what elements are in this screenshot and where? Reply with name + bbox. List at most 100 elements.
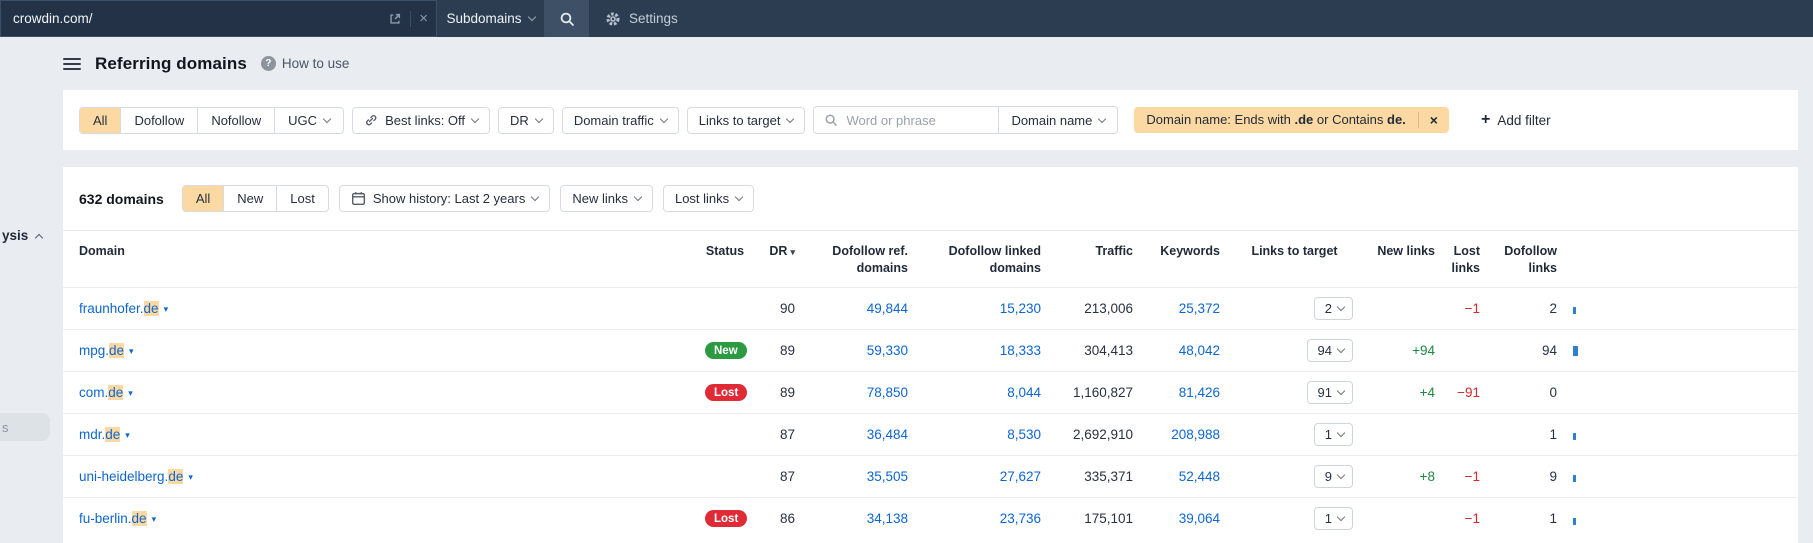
domain-link[interactable]: com.de ▾ <box>79 384 133 400</box>
dofollow-ref-cell[interactable]: 34,138 <box>803 496 916 540</box>
status-tab-lost[interactable]: Lost <box>276 186 328 211</box>
external-link-icon[interactable] <box>380 12 410 26</box>
keywords-cell[interactable]: 25,372 <box>1141 286 1228 330</box>
dofollow-linked-cell[interactable]: 15,230 <box>916 286 1049 330</box>
domain-link[interactable]: mdr.de ▾ <box>79 426 130 442</box>
link-type-segmented-control: All Dofollow Nofollow UGC <box>79 106 345 134</box>
filter-tab-all[interactable]: All <box>80 107 121 133</box>
links-to-target-select[interactable]: 9 <box>1313 464 1353 488</box>
col-header-keywords[interactable]: Keywords <box>1160 244 1220 258</box>
col-header-links-to-target[interactable]: Links to target <box>1251 244 1338 258</box>
domain-caret-icon[interactable]: ▾ <box>163 303 169 314</box>
domain-link[interactable]: uni-heidelberg.de ▾ <box>79 468 193 484</box>
filter-tab-nofollow[interactable]: Nofollow <box>197 107 274 133</box>
new-links-cell: +94 <box>1361 328 1443 372</box>
domain-caret-icon[interactable]: ▾ <box>129 345 134 356</box>
filter-tab-dofollow[interactable]: Dofollow <box>120 107 197 133</box>
add-filter-button[interactable]: + Add filter <box>1481 112 1551 128</box>
dofollow-ref-cell[interactable]: 78,850 <box>803 370 916 414</box>
new-links-dropdown[interactable]: New links <box>560 185 653 212</box>
chevron-down-icon <box>1336 428 1346 437</box>
keywords-cell[interactable]: 208,988 <box>1141 412 1228 456</box>
search-icon <box>814 113 838 127</box>
dofollow-linked-cell[interactable]: 18,333 <box>916 328 1049 372</box>
word-or-phrase-input[interactable] <box>838 112 999 128</box>
filter-tab-ugc[interactable]: UGC <box>274 107 343 133</box>
domain-link[interactable]: fraunhofer.de ▾ <box>79 300 169 316</box>
search-field-selector[interactable]: Domain name <box>999 113 1117 128</box>
settings-button[interactable]: Settings <box>605 0 678 37</box>
active-filter-chip: Domain name: Ends with .de or Contains d… <box>1134 107 1449 133</box>
sort-caret-icon: ▾ <box>790 247 795 257</box>
clear-url-icon[interactable]: × <box>419 10 428 27</box>
dofollow-linked-cell[interactable]: 8,530 <box>916 412 1049 456</box>
links-to-target-filter-button[interactable]: Links to target <box>686 106 806 134</box>
status-cell <box>697 412 753 456</box>
col-header-domain[interactable]: Domain <box>79 244 125 258</box>
keywords-cell[interactable]: 81,426 <box>1141 370 1228 414</box>
remove-filter-icon[interactable]: × <box>1429 112 1438 128</box>
status-cell: New <box>697 328 753 372</box>
dr-filter-button[interactable]: DR <box>498 106 554 134</box>
referring-domains-table-card: 632 domains All New Lost Show history: L… <box>63 167 1798 543</box>
divider <box>410 10 412 27</box>
col-header-status[interactable]: Status <box>705 244 745 258</box>
new-links-cell <box>1361 412 1443 456</box>
chevron-down-icon <box>531 192 540 202</box>
sidebar-item-analysis-partial[interactable]: ysis <box>2 228 44 243</box>
dofollow-links-cell: 94 <box>1488 328 1565 372</box>
links-to-target-select[interactable]: 2 <box>1313 296 1353 320</box>
col-header-dofollow-linked[interactable]: Dofollow linked domains <box>948 244 1041 275</box>
dofollow-linked-cell[interactable]: 23,736 <box>916 496 1049 540</box>
dofollow-ref-cell[interactable]: 35,505 <box>803 454 916 498</box>
status-tab-all[interactable]: All <box>182 186 224 211</box>
col-header-new-links[interactable]: New links <box>1377 244 1435 258</box>
col-header-lost-links[interactable]: Lost links <box>1451 244 1481 275</box>
col-header-dr[interactable]: DR ▾ <box>769 244 795 258</box>
dofollow-spark-cell <box>1565 412 1595 456</box>
chevron-down-icon <box>1098 114 1107 123</box>
table-toolbar: 632 domains All New Lost Show history: L… <box>63 167 1798 231</box>
dofollow-linked-cell[interactable]: 27,627 <box>916 454 1049 498</box>
traffic-cell: 335,371 <box>1049 454 1141 498</box>
keywords-cell[interactable]: 52,448 <box>1141 454 1228 498</box>
domain-traffic-label: Domain traffic <box>573 112 654 128</box>
lost-links-dropdown[interactable]: Lost links <box>662 185 755 212</box>
how-to-use-link[interactable]: ? How to use <box>260 56 349 71</box>
scope-dropdown[interactable]: Subdomains <box>437 0 545 37</box>
search-submit-button[interactable] <box>545 0 589 37</box>
links-to-target-select[interactable]: 1 <box>1313 422 1353 446</box>
dofollow-linked-cell[interactable]: 8,044 <box>916 370 1049 414</box>
status-tab-new[interactable]: New <box>223 186 276 211</box>
dofollow-links-cell: 2 <box>1488 286 1565 330</box>
dofollow-ref-cell[interactable]: 49,844 <box>803 286 916 330</box>
domain-link[interactable]: mpg.de ▾ <box>79 342 134 358</box>
hamburger-icon[interactable] <box>63 57 81 70</box>
links-to-target-select[interactable]: 94 <box>1306 338 1353 362</box>
col-header-traffic[interactable]: Traffic <box>1095 244 1133 258</box>
links-to-target-select[interactable]: 1 <box>1313 507 1353 530</box>
col-header-dofollow-ref[interactable]: Dofollow ref. domains <box>832 244 908 275</box>
gear-icon <box>606 11 620 26</box>
domain-traffic-filter-button[interactable]: Domain traffic <box>561 106 679 134</box>
domain-caret-icon[interactable]: ▾ <box>128 387 133 398</box>
dofollow-ref-cell[interactable]: 36,484 <box>803 412 916 456</box>
keywords-cell[interactable]: 39,064 <box>1141 496 1228 540</box>
chevron-down-icon <box>322 114 332 123</box>
domain-link[interactable]: fu-berlin.de ▾ <box>79 511 157 526</box>
domain-caret-icon[interactable]: ▾ <box>125 429 130 440</box>
active-filter-text[interactable]: Domain name: Ends with .de or Contains d… <box>1146 112 1406 127</box>
status-cell: Lost <box>697 370 753 414</box>
target-url-input[interactable] <box>1 11 381 26</box>
keywords-cell[interactable]: 48,042 <box>1141 328 1228 372</box>
chevron-down-icon <box>1336 302 1346 311</box>
domain-caret-icon[interactable]: ▾ <box>188 471 193 482</box>
sidebar-item-selected-partial[interactable]: s <box>0 413 50 441</box>
chevron-down-icon <box>1336 386 1346 395</box>
best-links-button[interactable]: Best links: Off <box>352 106 491 134</box>
col-header-dofollow-links[interactable]: Dofollow links <box>1504 244 1557 275</box>
links-to-target-select[interactable]: 91 <box>1306 380 1353 404</box>
dofollow-ref-cell[interactable]: 59,330 <box>803 328 916 372</box>
domain-caret-icon[interactable]: ▾ <box>151 514 157 524</box>
show-history-button[interactable]: Show history: Last 2 years <box>338 185 551 212</box>
